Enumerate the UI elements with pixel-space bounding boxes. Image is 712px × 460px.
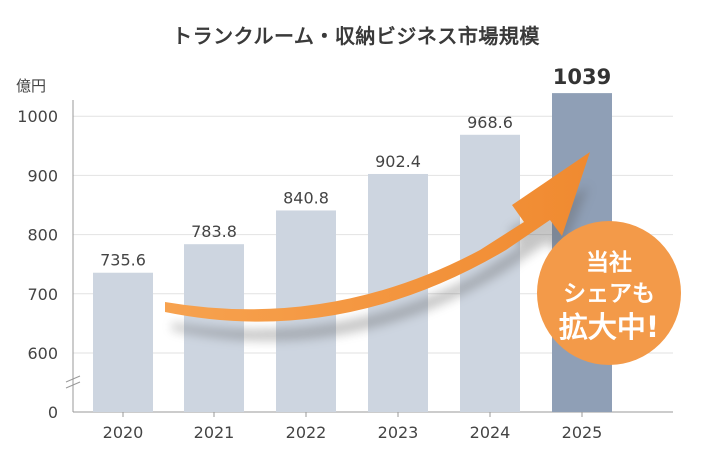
- data-label-2025: 1039: [553, 65, 611, 89]
- x-tick-label: 2025: [562, 423, 603, 442]
- share-badge-circle: [537, 221, 681, 365]
- share-badge: 当社 シェアも 拡大中!: [537, 221, 681, 365]
- y-tick-label: 700: [27, 285, 58, 304]
- badge-line-3: 拡大中!: [559, 310, 659, 344]
- x-tick-label: 2020: [103, 423, 144, 442]
- data-label-2020: 735.6: [100, 251, 146, 270]
- y-tick-label: 0: [48, 403, 58, 422]
- y-tick-label: 600: [27, 344, 58, 363]
- bar-2020: [93, 272, 153, 412]
- x-tick-label: 2022: [286, 423, 327, 442]
- badge-line-2: シェアも: [563, 281, 655, 307]
- axis-break-mark: [65, 375, 81, 389]
- x-axis: 2020 2021 2022 2023 2024 2025: [103, 412, 603, 442]
- chart-title: トランクルーム・収納ビジネス市場規模: [172, 24, 540, 48]
- x-tick-label: 2021: [194, 423, 235, 442]
- bars: [93, 93, 612, 412]
- data-label-2024: 968.6: [467, 113, 513, 132]
- data-labels: 735.6 783.8 840.8 902.4 968.6 1039: [100, 65, 611, 270]
- data-label-2022: 840.8: [283, 188, 329, 207]
- y-tick-label: 900: [27, 166, 58, 185]
- y-axis-unit-label: 億円: [16, 77, 46, 95]
- y-axis: 0 600 700 800 900 1000: [17, 100, 81, 422]
- growth-arrow: [165, 152, 590, 341]
- y-tick-label: 800: [27, 226, 58, 245]
- y-tick-label: 1000: [17, 107, 58, 126]
- growth-arrow-shape: [165, 152, 590, 322]
- data-label-2021: 783.8: [191, 222, 237, 241]
- badge-line-1: 当社: [586, 249, 632, 276]
- x-tick-label: 2023: [378, 423, 419, 442]
- x-tick-label: 2024: [470, 423, 511, 442]
- data-label-2023: 902.4: [375, 152, 421, 171]
